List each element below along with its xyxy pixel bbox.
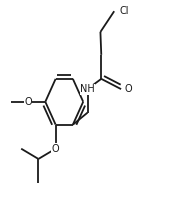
Text: O: O bbox=[125, 84, 132, 94]
Text: O: O bbox=[24, 97, 32, 107]
Text: Cl: Cl bbox=[119, 6, 129, 16]
Text: NH: NH bbox=[80, 84, 95, 94]
Text: O: O bbox=[52, 144, 60, 154]
